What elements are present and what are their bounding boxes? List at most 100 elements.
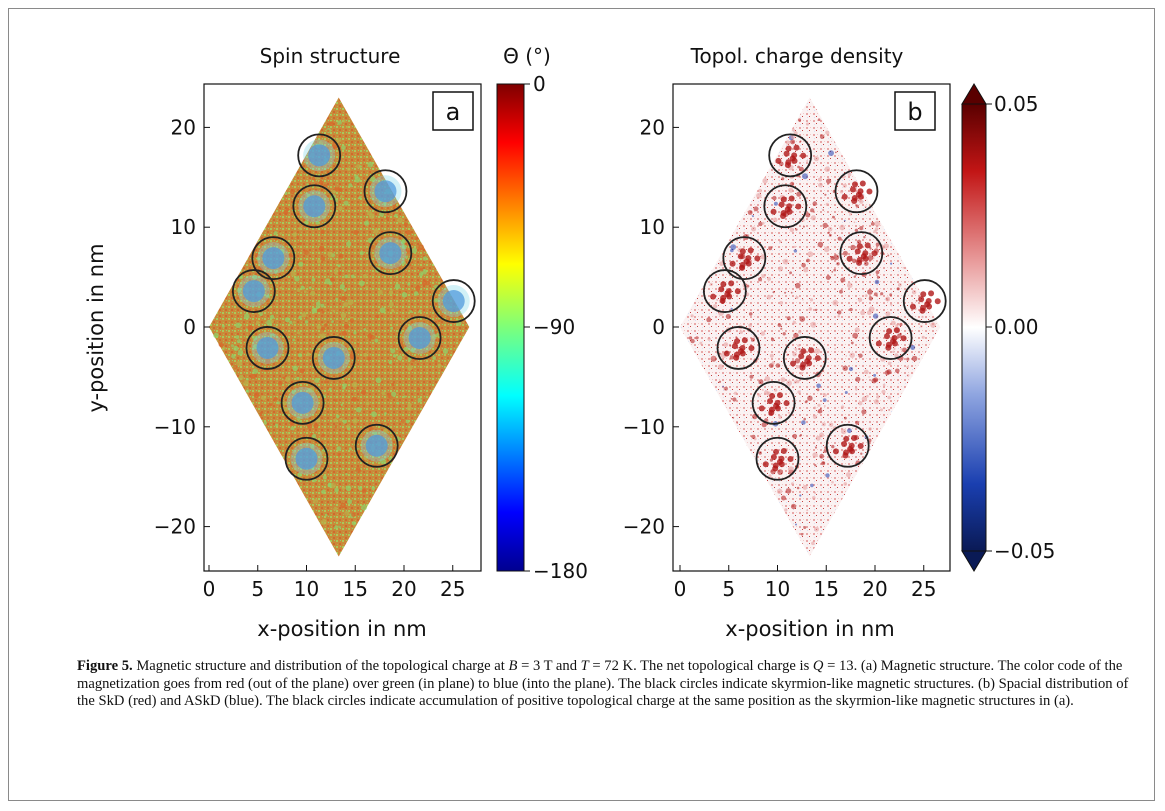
charge-spot [875,340,882,347]
speckle [868,427,872,431]
speckle [375,377,382,384]
speckle [246,389,250,393]
speckle [794,358,801,364]
speckle [729,344,732,347]
charge-spot [731,343,738,350]
speckle [869,247,872,250]
speckle [792,433,798,439]
speckle [419,267,424,272]
speckle [390,348,396,354]
speckle [895,324,899,328]
speckle [404,222,408,227]
speckle [782,332,786,336]
speckle [779,240,782,243]
axes-b-ticks: 0 5 10 15 20 25 20 10 0 −10 −20 [623,115,937,601]
speckle [860,452,863,455]
speckle [812,452,818,458]
speckle [328,121,334,127]
speckle [394,283,401,290]
charge-spot [733,351,740,358]
speckle [356,449,361,454]
speckle [830,256,835,261]
speckle [321,326,326,331]
speckle [792,351,797,357]
speckle [910,345,916,350]
speckle [297,472,302,478]
speckle [356,342,360,346]
speckle [819,432,825,438]
speckle [825,130,830,135]
speckle [337,120,342,125]
speckle [864,205,867,208]
speckle [263,421,267,425]
skyrmion-circle [311,336,356,380]
panel-a-label-box [432,91,474,131]
speckle [235,335,240,339]
speckle [337,452,341,457]
speckle [264,297,270,303]
speckle [367,356,372,361]
speckle [306,423,313,429]
charge-spot [798,353,805,360]
speckle [342,383,347,388]
speckle [293,320,296,324]
speckle [396,436,400,440]
speckle [768,474,772,478]
speckle [804,400,808,404]
speckle [397,355,403,361]
speckle [930,322,936,328]
speckle [842,250,848,256]
speckle [252,368,259,375]
speckle [331,320,334,323]
speckle [413,291,419,296]
speckle [396,401,400,405]
charge-spot [734,288,741,295]
speckle [294,276,300,282]
charge-spot [842,449,849,456]
speckle [794,347,798,351]
speckle [819,453,825,459]
charge-spot [718,286,725,293]
speckle [359,251,364,256]
speckle [255,320,260,325]
speckle [327,251,334,258]
speckle [315,220,320,225]
speckle [817,177,822,182]
speckle [333,506,338,511]
speckle [417,244,424,251]
speckle [823,449,828,453]
speckle [896,287,900,291]
speckle [748,312,753,316]
y-tick-label: 10 [640,215,665,239]
speckle [787,466,794,473]
speckle [849,212,852,216]
speckle [816,383,821,389]
speckle [828,233,832,237]
speckle [855,204,859,208]
charge-spot [769,393,776,400]
speckle [418,309,422,313]
charge-spot [851,195,858,202]
charge-spot [789,155,796,162]
speckle [915,299,918,302]
speckle [388,457,392,461]
speckle [373,228,379,234]
charge-spot [847,445,854,452]
speckle [278,381,283,386]
speckle [822,392,825,396]
speckle [850,341,854,345]
speckle [349,318,354,323]
speckle [235,322,242,329]
speckle [296,235,299,239]
speckle [306,352,311,357]
charge-spot [773,403,780,410]
speckle [880,292,884,296]
speckle [236,339,241,344]
charge-spot [890,338,897,345]
speckle [784,508,788,512]
speckle [422,280,428,286]
speckle [764,376,771,382]
speckle [274,270,278,274]
speckle [780,327,783,330]
speckle [772,291,775,294]
